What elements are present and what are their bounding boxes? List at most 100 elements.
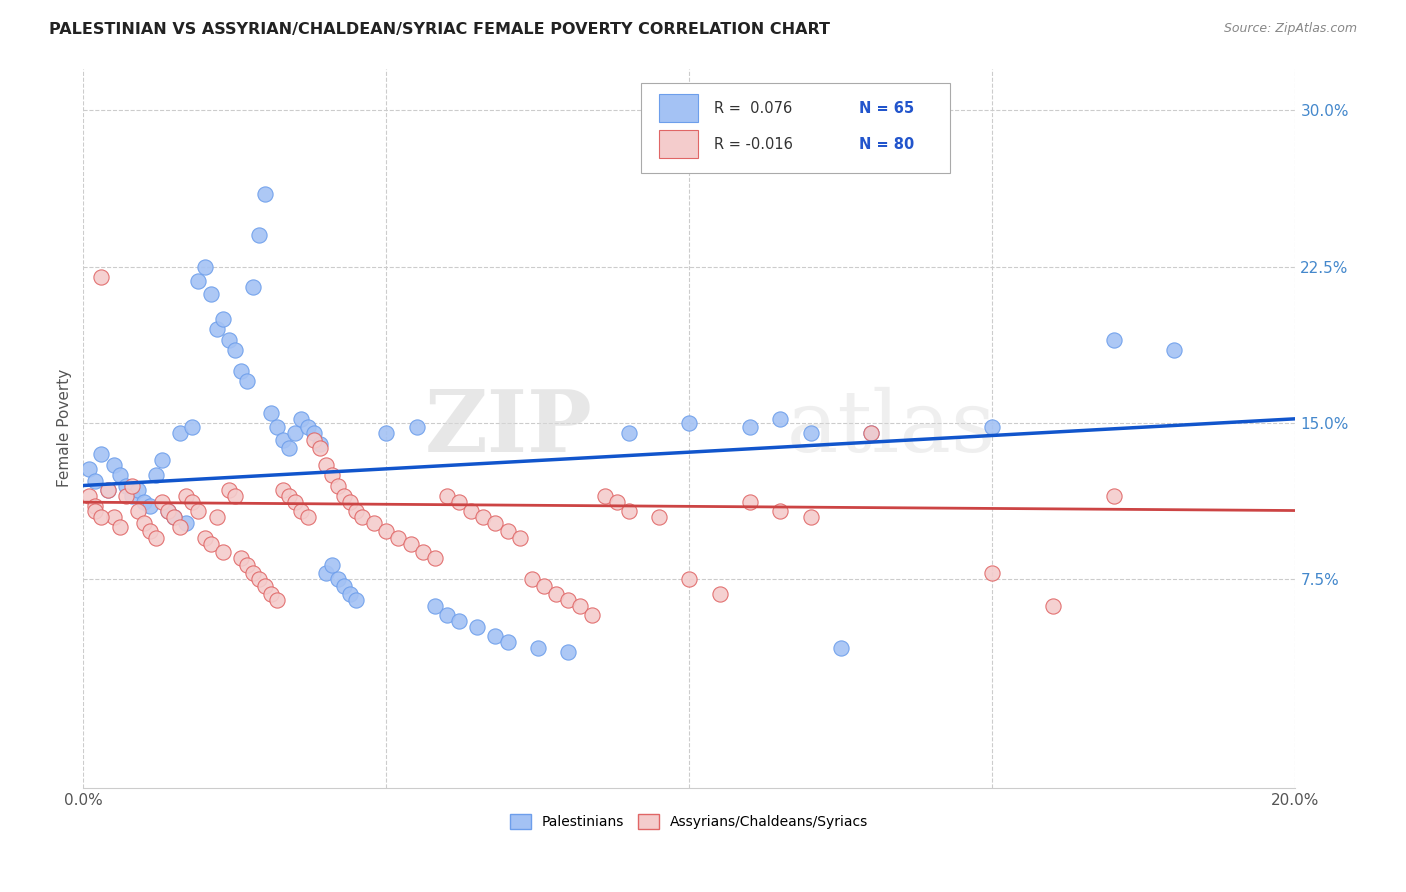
Point [569,599,592,614]
Point [375,524,398,539]
Point [352,509,374,524]
Text: Source: ZipAtlas.com: Source: ZipAtlas.com [1223,22,1357,36]
Point [193,260,215,274]
Point [114,489,136,503]
Point [218,483,240,497]
Point [399,537,422,551]
Point [297,509,319,524]
Point [139,524,162,539]
Point [271,483,294,497]
Point [181,495,204,509]
Point [1163,343,1185,357]
Point [132,516,155,530]
Point [229,364,252,378]
Point [211,545,233,559]
Point [181,420,204,434]
Point [326,478,349,492]
Point [247,572,270,586]
Point [981,420,1004,434]
Point [114,478,136,492]
Point [224,489,246,503]
Point [533,578,555,592]
Point [193,531,215,545]
Point [84,503,107,517]
Point [405,420,427,434]
Point [678,416,700,430]
Point [297,420,319,434]
Point [436,489,458,503]
Point [127,483,149,497]
Point [344,593,367,607]
Point [302,433,325,447]
Point [449,495,471,509]
Point [617,503,640,517]
Point [84,500,107,514]
Point [557,593,579,607]
Point [449,614,471,628]
Point [176,516,198,530]
Point [103,509,125,524]
Point [278,489,301,503]
Text: R =  0.076: R = 0.076 [714,101,792,116]
Point [169,426,191,441]
Point [163,509,186,524]
Point [981,566,1004,580]
Point [290,503,312,517]
Point [145,468,167,483]
Point [266,593,288,607]
Point [187,503,209,517]
Point [103,458,125,472]
Point [509,531,531,545]
Point [90,447,112,461]
Text: N = 65: N = 65 [859,101,914,116]
Point [236,374,259,388]
Text: N = 80: N = 80 [859,136,914,152]
Point [472,509,495,524]
Point [157,503,180,517]
Point [527,641,550,656]
Point [339,495,361,509]
Point [344,503,367,517]
Text: ZIP: ZIP [425,386,592,470]
Point [581,607,603,622]
FancyBboxPatch shape [659,94,697,122]
Point [308,441,330,455]
Point [254,186,277,201]
Point [284,426,307,441]
Point [271,433,294,447]
Point [121,489,143,503]
Point [96,483,118,497]
Point [800,426,823,441]
Point [423,551,446,566]
Point [412,545,434,559]
Point [132,495,155,509]
Point [247,228,270,243]
Point [229,551,252,566]
Point [496,635,519,649]
Point [484,629,506,643]
Point [738,495,761,509]
Point [236,558,259,572]
Point [387,531,409,545]
Point [363,516,385,530]
Point [484,516,506,530]
Point [169,520,191,534]
Point [260,405,283,419]
Point [333,578,356,592]
Point [266,420,288,434]
Text: atlas: atlas [786,386,995,470]
Y-axis label: Female Poverty: Female Poverty [58,369,72,487]
FancyBboxPatch shape [641,83,950,173]
FancyBboxPatch shape [659,129,697,159]
Point [520,572,543,586]
Point [254,578,277,592]
Point [84,475,107,489]
Point [496,524,519,539]
Point [96,483,118,497]
Point [90,509,112,524]
Point [205,509,228,524]
Point [678,572,700,586]
Point [606,495,628,509]
Point [242,280,264,294]
Point [860,426,883,441]
